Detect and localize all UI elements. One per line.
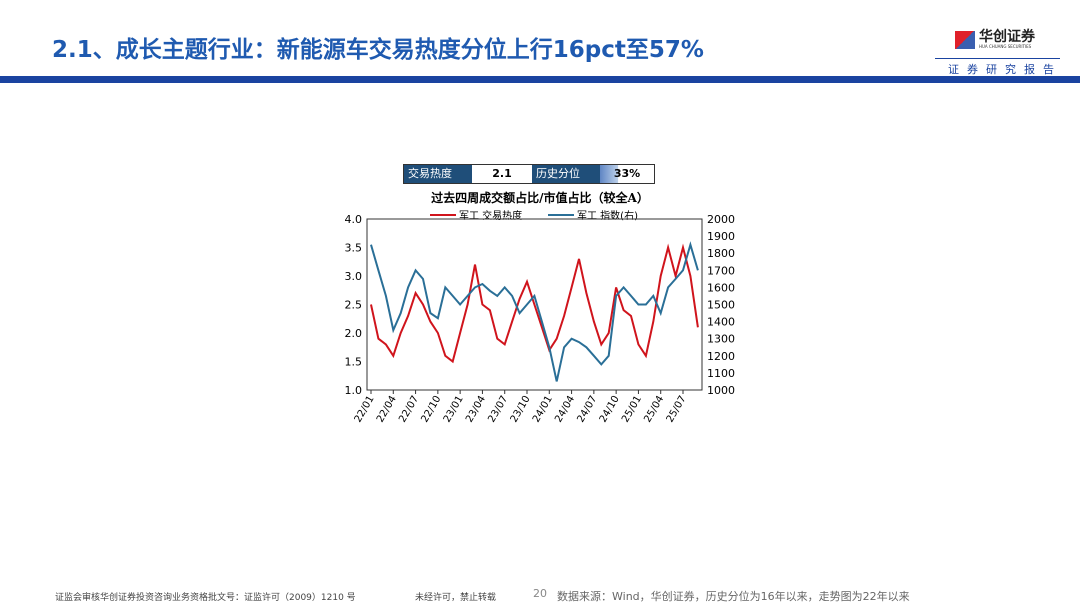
y-right-tick: 1400	[707, 316, 735, 329]
x-tick-label: 22/04	[375, 394, 399, 424]
x-tick-label: 23/01	[442, 394, 466, 424]
report-label: 证券研究报告	[948, 63, 1062, 76]
x-tick-label: 23/10	[509, 394, 533, 424]
plot-frame	[366, 218, 703, 391]
company-logo: 华创证券 HUA CHUANG SECURITIES	[955, 30, 1035, 49]
x-tick-label: 24/04	[553, 394, 577, 424]
y-left-tick: 2.0	[345, 327, 363, 340]
y-right-tick: 1000	[707, 384, 735, 397]
y-right-tick: 1100	[707, 367, 735, 380]
x-tick-label: 22/10	[420, 394, 444, 424]
x-tick-label: 25/04	[642, 394, 666, 424]
heat-box: 交易热度 2.1 历史分位 33%	[403, 164, 655, 184]
notice-text: 未经许可，禁止转载	[415, 593, 497, 603]
y-left-tick: 3.0	[345, 270, 363, 283]
x-tick-label: 25/01	[620, 394, 644, 424]
y-right-tick: 2000	[707, 213, 735, 226]
x-tick-label: 22/01	[353, 394, 377, 424]
header-bar	[0, 76, 1080, 83]
x-tick-label: 23/07	[486, 394, 510, 424]
x-tick-label: 24/07	[576, 394, 600, 424]
y-right-tick: 1500	[707, 299, 735, 312]
legend-blue-label: 军工 指数(右)	[577, 209, 638, 222]
series-line-index	[370, 241, 699, 382]
license-text: 证监会审核华创证券投资咨询业务资格批文号：证监许可（2009）1210 号	[55, 593, 356, 603]
source-text: 数据来源：Wind，华创证券，历史分位为16年以来，走势图为22年以来	[557, 590, 910, 603]
x-tick-label: 23/04	[464, 394, 488, 424]
y-right-tick: 1600	[707, 281, 735, 294]
logo-cube-icon	[955, 30, 975, 49]
legend-red-label: 军工 交易热度	[459, 209, 522, 222]
percentile-label: 历史分位	[532, 165, 600, 183]
x-tick-label: 24/01	[531, 394, 555, 424]
y-right-tick: 1300	[707, 333, 735, 346]
logo-sub: HUA CHUANG SECURITIES	[979, 44, 1032, 49]
y-left-tick: 2.5	[345, 299, 363, 312]
chart-title: 过去四周成交额占比/市值占比（较全A）	[431, 190, 649, 205]
logo-divider	[935, 58, 1060, 59]
y-right-tick: 1800	[707, 247, 735, 260]
heat-label: 交易热度	[404, 165, 472, 183]
y-right-tick: 1700	[707, 264, 735, 277]
page-title: 2.1、成长主题行业：新能源车交易热度分位上行16pct至57%	[52, 37, 704, 63]
y-left-tick: 3.5	[345, 242, 363, 255]
y-left-tick: 4.0	[345, 213, 363, 226]
x-tick-label: 24/10	[598, 394, 622, 424]
series-line-heat	[370, 243, 699, 364]
y-right-tick: 1200	[707, 350, 735, 363]
logo-name: 华创证券	[979, 29, 1035, 45]
page-number: 20	[533, 587, 547, 600]
y-right-tick: 1900	[707, 230, 735, 243]
percentile-value: 33%	[600, 165, 654, 183]
heat-value: 2.1	[472, 165, 532, 183]
y-left-tick: 1.0	[345, 384, 363, 397]
x-tick-label: 25/07	[665, 394, 689, 424]
y-left-tick: 1.5	[345, 356, 363, 369]
x-tick-label: 22/07	[397, 394, 421, 424]
